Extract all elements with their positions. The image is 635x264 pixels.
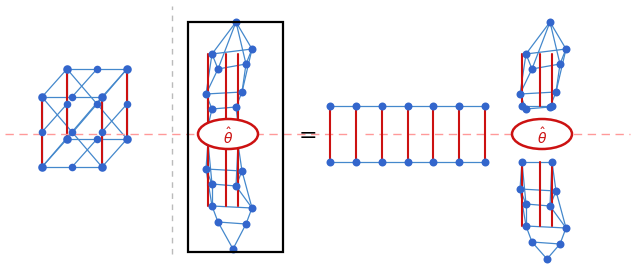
Point (517, 160, 527, 164)
Bar (188, 22, 283, 252)
Point (547, 160, 557, 164)
Point (325, 160, 335, 164)
Point (67, 130, 77, 134)
Point (37, 130, 47, 134)
Point (515, 187, 525, 191)
Point (62, 102, 72, 106)
Point (228, 247, 238, 251)
Point (545, 105, 555, 109)
Point (97, 130, 107, 134)
Point (62, 67, 72, 71)
Point (231, 20, 241, 24)
Point (351, 160, 361, 164)
Point (351, 104, 361, 108)
Point (542, 257, 552, 261)
Point (213, 67, 223, 71)
Point (527, 240, 537, 244)
Point (203, 124, 213, 128)
Point (403, 160, 413, 164)
Point (521, 202, 531, 206)
Point (207, 204, 217, 208)
Ellipse shape (512, 119, 572, 149)
Point (237, 90, 247, 94)
Point (545, 204, 555, 208)
Point (480, 104, 490, 108)
Point (207, 107, 217, 111)
Point (233, 122, 243, 126)
Point (231, 184, 241, 188)
Point (555, 242, 565, 246)
Point (454, 104, 464, 108)
Point (403, 104, 413, 108)
Point (67, 165, 77, 169)
Point (551, 189, 561, 193)
Point (37, 165, 47, 169)
Point (231, 105, 241, 109)
Point (428, 104, 438, 108)
Point (551, 90, 561, 94)
Point (428, 160, 438, 164)
Point (201, 167, 211, 171)
Point (561, 47, 571, 51)
Point (527, 67, 537, 71)
Point (517, 104, 527, 108)
Point (233, 142, 243, 146)
Point (454, 160, 464, 164)
Point (377, 160, 387, 164)
Point (515, 92, 525, 96)
Text: $\hat{\theta}$: $\hat{\theta}$ (537, 127, 547, 147)
Point (213, 220, 223, 224)
Point (207, 182, 217, 186)
Point (122, 67, 132, 71)
Ellipse shape (198, 119, 258, 149)
Point (237, 169, 247, 173)
Point (377, 104, 387, 108)
Point (201, 92, 211, 96)
Point (521, 224, 531, 228)
Point (122, 137, 132, 141)
Point (521, 52, 531, 56)
Point (545, 20, 555, 24)
Point (92, 137, 102, 141)
Point (247, 47, 257, 51)
Point (241, 62, 251, 66)
Point (480, 160, 490, 164)
Point (92, 67, 102, 71)
Text: $=$: $=$ (294, 124, 316, 144)
Point (521, 107, 531, 111)
Point (97, 95, 107, 99)
Point (325, 104, 335, 108)
Point (97, 165, 107, 169)
Point (207, 52, 217, 56)
Point (561, 226, 571, 230)
Point (203, 140, 213, 144)
Point (247, 206, 257, 210)
Point (92, 102, 102, 106)
Point (37, 95, 47, 99)
Point (547, 104, 557, 108)
Point (555, 62, 565, 66)
Point (62, 137, 72, 141)
Point (241, 222, 251, 226)
Point (67, 95, 77, 99)
Text: $\hat{\theta}$: $\hat{\theta}$ (223, 127, 233, 147)
Point (122, 102, 132, 106)
